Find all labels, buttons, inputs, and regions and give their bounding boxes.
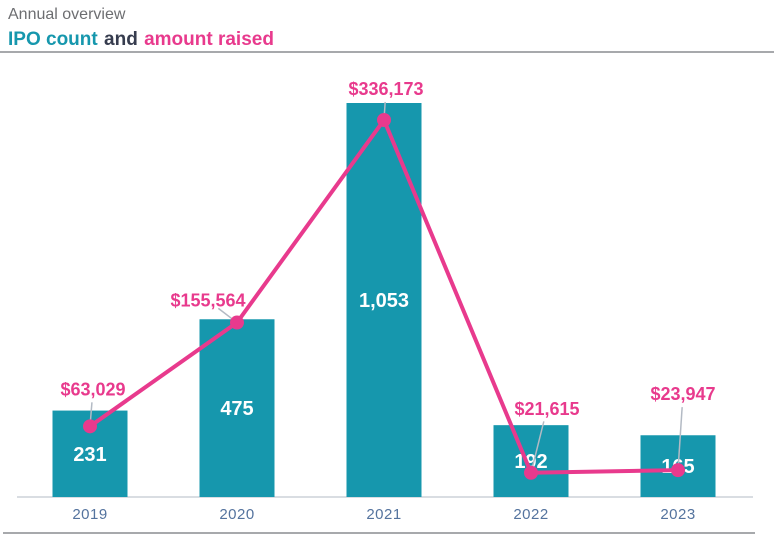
amount-label: $63,029 (60, 379, 125, 399)
footer-divider (3, 532, 755, 534)
bar-value-label: 231 (73, 444, 106, 466)
bar-value-label: 475 (220, 398, 253, 420)
x-axis-label: 2022 (513, 506, 548, 523)
x-axis-label: 2020 (219, 506, 254, 523)
chart-subtitle: IPO count and amount raised (8, 28, 274, 51)
subtitle-and: and (104, 29, 138, 50)
amount-label: $23,947 (650, 384, 715, 404)
chart-title: Annual overview (8, 6, 126, 23)
subtitle-amount-raised: amount raised (144, 29, 274, 50)
line-point-2019 (83, 419, 97, 434)
amount-label: $336,173 (348, 79, 423, 99)
bar-2022 (493, 425, 569, 497)
subtitle-ipo-count: IPO count (8, 29, 98, 50)
line-point-2022 (524, 465, 538, 480)
x-axis-label: 2023 (660, 506, 695, 523)
leader-line (677, 407, 683, 471)
leader-line (530, 421, 545, 473)
x-axis-label: 2021 (366, 506, 401, 523)
header-divider (0, 51, 774, 53)
chart-header: Annual overview IPO count and amount rai… (8, 5, 274, 51)
bar-value-label: 1,053 (359, 290, 409, 312)
bar-2020 (199, 319, 275, 497)
bar-2021 (346, 103, 422, 497)
amount-label: $21,615 (514, 399, 579, 419)
line-point-2021 (377, 113, 391, 127)
line-point-2023 (671, 463, 685, 478)
x-axis-label: 2019 (72, 506, 107, 523)
amount-label: $155,564 (170, 291, 245, 311)
line-point-2020 (230, 315, 244, 330)
